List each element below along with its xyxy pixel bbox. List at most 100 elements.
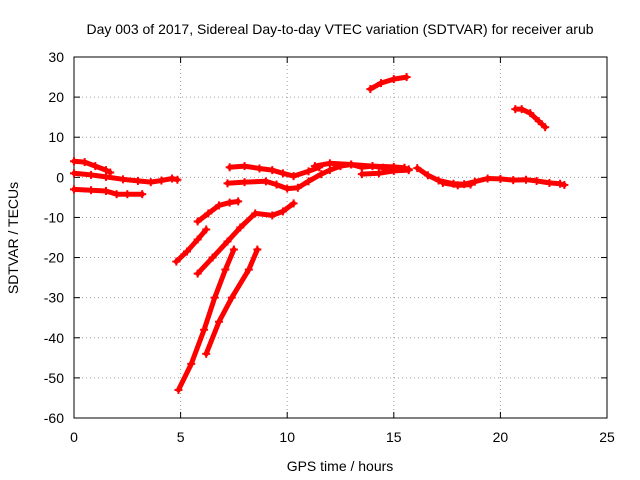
data-point [214,201,223,210]
data-point [200,325,209,334]
data-point [187,359,196,368]
data-point [253,245,262,254]
data-point [221,265,230,274]
series-arc-12 [357,166,413,179]
data-point [268,166,277,175]
data-point [453,181,462,190]
series-arc-11 [310,159,409,172]
data-point [223,237,232,246]
data-point [389,166,398,175]
x-tick-label: 0 [70,429,78,445]
series-arc-2 [70,169,182,187]
y-tick-label: -10 [44,209,64,225]
plot-frame [73,56,608,419]
data-point [101,186,110,195]
data-point [283,184,292,193]
data-point [87,170,96,179]
series-arc-6 [174,245,238,394]
data-point [466,180,475,189]
series-arc-13 [366,73,411,94]
data-point [357,170,366,179]
series-arc-15 [438,178,475,190]
data-point [168,174,177,183]
data-point [223,179,232,188]
data-point [278,169,287,178]
data-point [556,179,565,188]
data-point [225,198,234,207]
data-point [434,176,443,185]
data-point [202,225,211,234]
y-tick-label: 20 [48,89,64,105]
data-point [413,164,422,173]
data-point [193,235,202,244]
axis-ticks [73,56,608,419]
data-point [325,166,334,175]
data-point [146,178,155,187]
grid-lines [74,57,607,418]
y-tick-label: 0 [56,169,64,185]
data-point [123,190,132,199]
series-line [359,167,412,177]
data-point [483,174,492,183]
data-point [560,180,569,189]
data-point [80,158,89,167]
data-point [278,207,287,216]
data-point [202,349,211,358]
data-point [204,209,213,218]
y-tick-label: 10 [48,129,64,145]
data-point [227,293,236,302]
data-point [255,164,264,173]
data-point [347,160,356,169]
series-arc-3 [70,185,147,199]
data-point [389,75,398,84]
x-tick-label: 20 [493,429,509,445]
y-tick-labels: -60 -50 -40 -30 -20 -10 0 10 20 30 [44,49,64,426]
data-point [268,211,277,220]
data-point [377,79,386,88]
data-point [261,177,270,186]
y-tick-label: -60 [44,410,64,426]
series-arc-4 [172,225,211,266]
data-point [240,178,249,187]
data-point [112,190,121,199]
x-tick-label: 15 [386,429,402,445]
data-point [87,186,96,195]
data-point [182,247,191,256]
data-point [423,171,432,180]
y-tick-label: -20 [44,250,64,266]
data-point [138,190,147,199]
series-arc-1 [70,157,115,177]
series-arc-5 [193,197,243,226]
data-point [470,177,479,186]
data-point [289,172,298,181]
data-point [234,197,243,206]
data-point [402,73,411,82]
data-point [496,174,505,183]
data-point [325,159,334,168]
data-point [91,162,100,171]
data-point [214,317,223,326]
data-point [240,162,249,171]
data-point [545,178,554,187]
data-point [172,257,181,266]
y-tick-label: 30 [48,49,64,65]
data-point [208,253,217,262]
series-arc-8 [202,245,262,358]
data-point [310,162,319,171]
series-line [176,247,237,393]
data-point [289,199,298,208]
y-tick-label: -40 [44,330,64,346]
data-point [119,175,128,184]
data-point [304,177,313,186]
data-point [541,123,550,132]
chart-title: Day 003 of 2017, Sidereal Day-to-day VTE… [86,21,593,37]
data-point [244,265,253,274]
data-point [368,162,377,171]
x-tick-label: 10 [279,429,295,445]
series-line [173,227,209,265]
series-arc-7 [193,199,298,278]
data-series [70,73,569,394]
data-point [157,176,166,185]
data-point [404,166,413,175]
